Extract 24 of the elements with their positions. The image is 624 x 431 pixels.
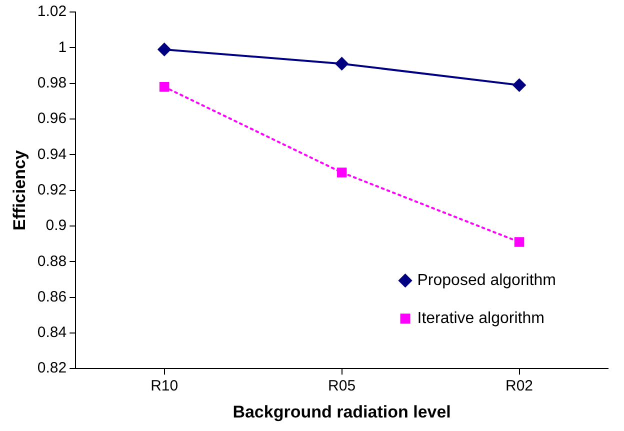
y-tick-label: 0.84 (37, 324, 67, 342)
y-tick-label: 0.82 (37, 360, 67, 377)
point (158, 42, 171, 56)
legend-label: Iterative algorithm (417, 310, 544, 328)
y-tick-label: 1.02 (37, 3, 67, 20)
point (512, 78, 526, 92)
y-axis-title: Efficiency (10, 150, 29, 230)
y-tick-label: 0.98 (37, 74, 67, 92)
y-tick-label: 0.96 (37, 110, 67, 128)
x-tick-label: R02 (506, 378, 534, 395)
point (159, 82, 170, 92)
x-axis-title: Background radiation level (232, 402, 451, 422)
point (336, 168, 347, 178)
legend-label: Proposed algorithm (417, 272, 556, 290)
y-tick-label: 0.92 (37, 181, 67, 198)
y-tick-label: 0.9 (46, 217, 67, 234)
y-tick-label: 0.88 (37, 252, 67, 270)
y-tick-label: 1 (58, 38, 67, 56)
y-tick-label: 0.86 (37, 288, 67, 306)
y-tick-label: 0.94 (37, 146, 67, 163)
point (514, 237, 524, 247)
x-tick-label: R05 (328, 378, 356, 395)
point (335, 57, 348, 70)
x-tick-label: R10 (150, 378, 178, 395)
